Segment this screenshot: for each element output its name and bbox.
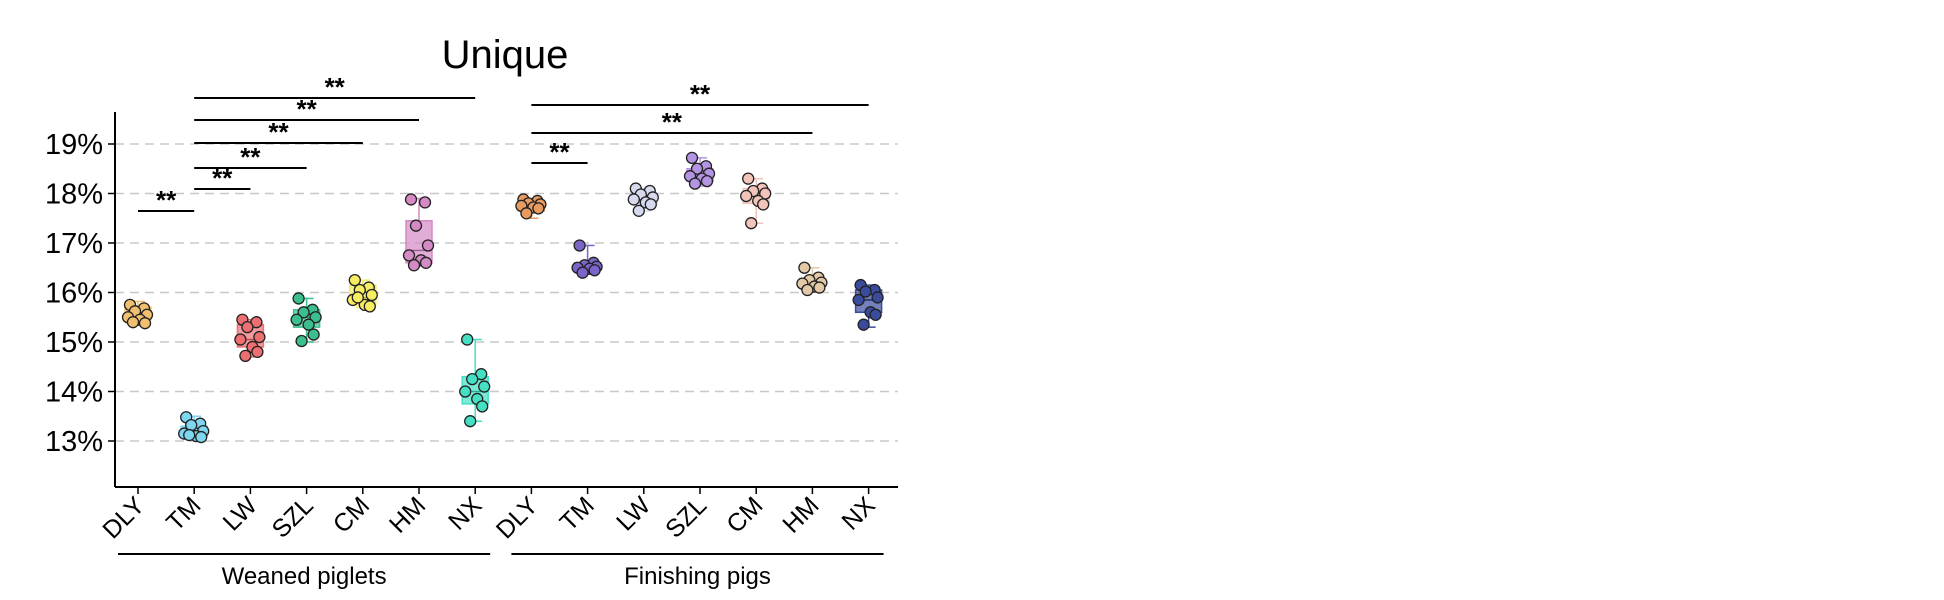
data-point — [573, 239, 586, 252]
y-tick-label: 13% — [45, 426, 103, 458]
data-point — [290, 313, 303, 326]
significance-label: ** — [240, 142, 261, 172]
data-point — [309, 311, 322, 324]
x-tick-label: LW — [611, 491, 656, 536]
data-point — [348, 273, 361, 287]
significance-label: ** — [325, 72, 346, 102]
data-point — [532, 202, 545, 215]
data-point — [295, 334, 308, 348]
data-point — [126, 316, 140, 329]
data-point — [292, 292, 305, 305]
data-point — [466, 372, 479, 386]
data-point — [195, 430, 208, 444]
data-point — [138, 317, 152, 330]
group-label: Finishing pigs — [624, 563, 771, 590]
y-tick-label: 18% — [45, 179, 103, 211]
x-tick-label: DLY — [97, 491, 150, 544]
data-point — [801, 283, 814, 297]
y-tick-label: 17% — [45, 228, 103, 260]
data-point — [464, 415, 477, 428]
x-tick-label: TM — [161, 491, 206, 536]
data-point — [419, 256, 433, 269]
y-tick-label: 14% — [45, 377, 103, 409]
significance-label: ** — [296, 94, 317, 124]
data-point — [476, 400, 489, 413]
axes — [108, 112, 898, 494]
significance-label: ** — [549, 137, 570, 167]
data-point — [740, 189, 753, 203]
data-point — [239, 349, 252, 363]
x-tick-label: HM — [777, 491, 824, 538]
data-point — [234, 333, 247, 346]
x-tick-label: SZL — [660, 491, 712, 543]
y-tick-label: 19% — [45, 129, 103, 161]
data-point — [363, 300, 376, 313]
data-point — [745, 217, 758, 230]
data-point — [478, 380, 491, 393]
significance-label: ** — [212, 163, 233, 193]
data-point — [459, 385, 472, 398]
significance-brackets: ****************** — [138, 72, 869, 215]
data-point — [351, 291, 364, 304]
data-point — [757, 198, 770, 211]
data-point — [576, 266, 589, 279]
data-point — [742, 172, 755, 185]
data-point — [627, 193, 640, 206]
data-point — [685, 151, 699, 165]
x-tick-label: DLY — [491, 491, 544, 544]
data-point — [365, 288, 378, 302]
y-tick-label: 15% — [45, 327, 103, 359]
group-labels: Weaned piglets Finishing pigs — [118, 553, 884, 590]
x-tick-labels: DLY TM LW SZL CM HM NX DLY TM LW SZL CM HM NX — [97, 491, 881, 544]
data-point — [813, 281, 826, 294]
data-points — [121, 151, 884, 444]
data-point — [852, 293, 865, 307]
data-point — [700, 174, 714, 188]
boxes — [124, 157, 883, 440]
significance-label: ** — [268, 117, 289, 147]
data-point — [644, 198, 657, 211]
x-tick-label: LW — [218, 491, 263, 536]
data-point — [588, 264, 601, 277]
x-tick-label: NX — [443, 491, 488, 536]
data-point — [402, 249, 416, 262]
data-point — [421, 239, 435, 252]
chart-title: Unique — [442, 33, 569, 77]
data-point — [520, 207, 533, 220]
data-point — [857, 318, 870, 331]
significance-label: ** — [690, 79, 711, 109]
x-tick-label: SZL — [267, 491, 319, 543]
y-tick-label: 16% — [45, 278, 103, 310]
data-point — [632, 204, 645, 217]
y-tick-labels: 13% 14% 15% 16% 17% 18% 19% — [45, 129, 103, 458]
x-tick-label: CM — [328, 491, 375, 538]
data-point — [690, 162, 704, 175]
significance-label: ** — [662, 107, 683, 137]
x-tick-label: HM — [384, 491, 431, 538]
data-point — [871, 291, 884, 304]
data-point — [859, 285, 872, 298]
data-point — [869, 308, 882, 321]
data-point — [418, 196, 432, 209]
data-point — [297, 306, 310, 319]
x-tick-label: NX — [836, 491, 881, 536]
data-point — [302, 318, 315, 331]
data-point — [798, 261, 811, 274]
data-point — [183, 428, 196, 442]
data-point — [688, 177, 702, 190]
data-point — [241, 320, 254, 334]
group-label: Weaned piglets — [222, 563, 387, 590]
data-point — [253, 330, 266, 344]
data-point — [251, 345, 264, 359]
data-point — [407, 259, 421, 272]
x-tick-label: TM — [555, 491, 600, 536]
data-point — [404, 193, 418, 206]
x-tick-label: CM — [721, 491, 768, 538]
data-point — [409, 219, 423, 232]
data-point — [307, 328, 320, 341]
significance-label: ** — [156, 185, 177, 215]
data-point — [461, 333, 474, 346]
